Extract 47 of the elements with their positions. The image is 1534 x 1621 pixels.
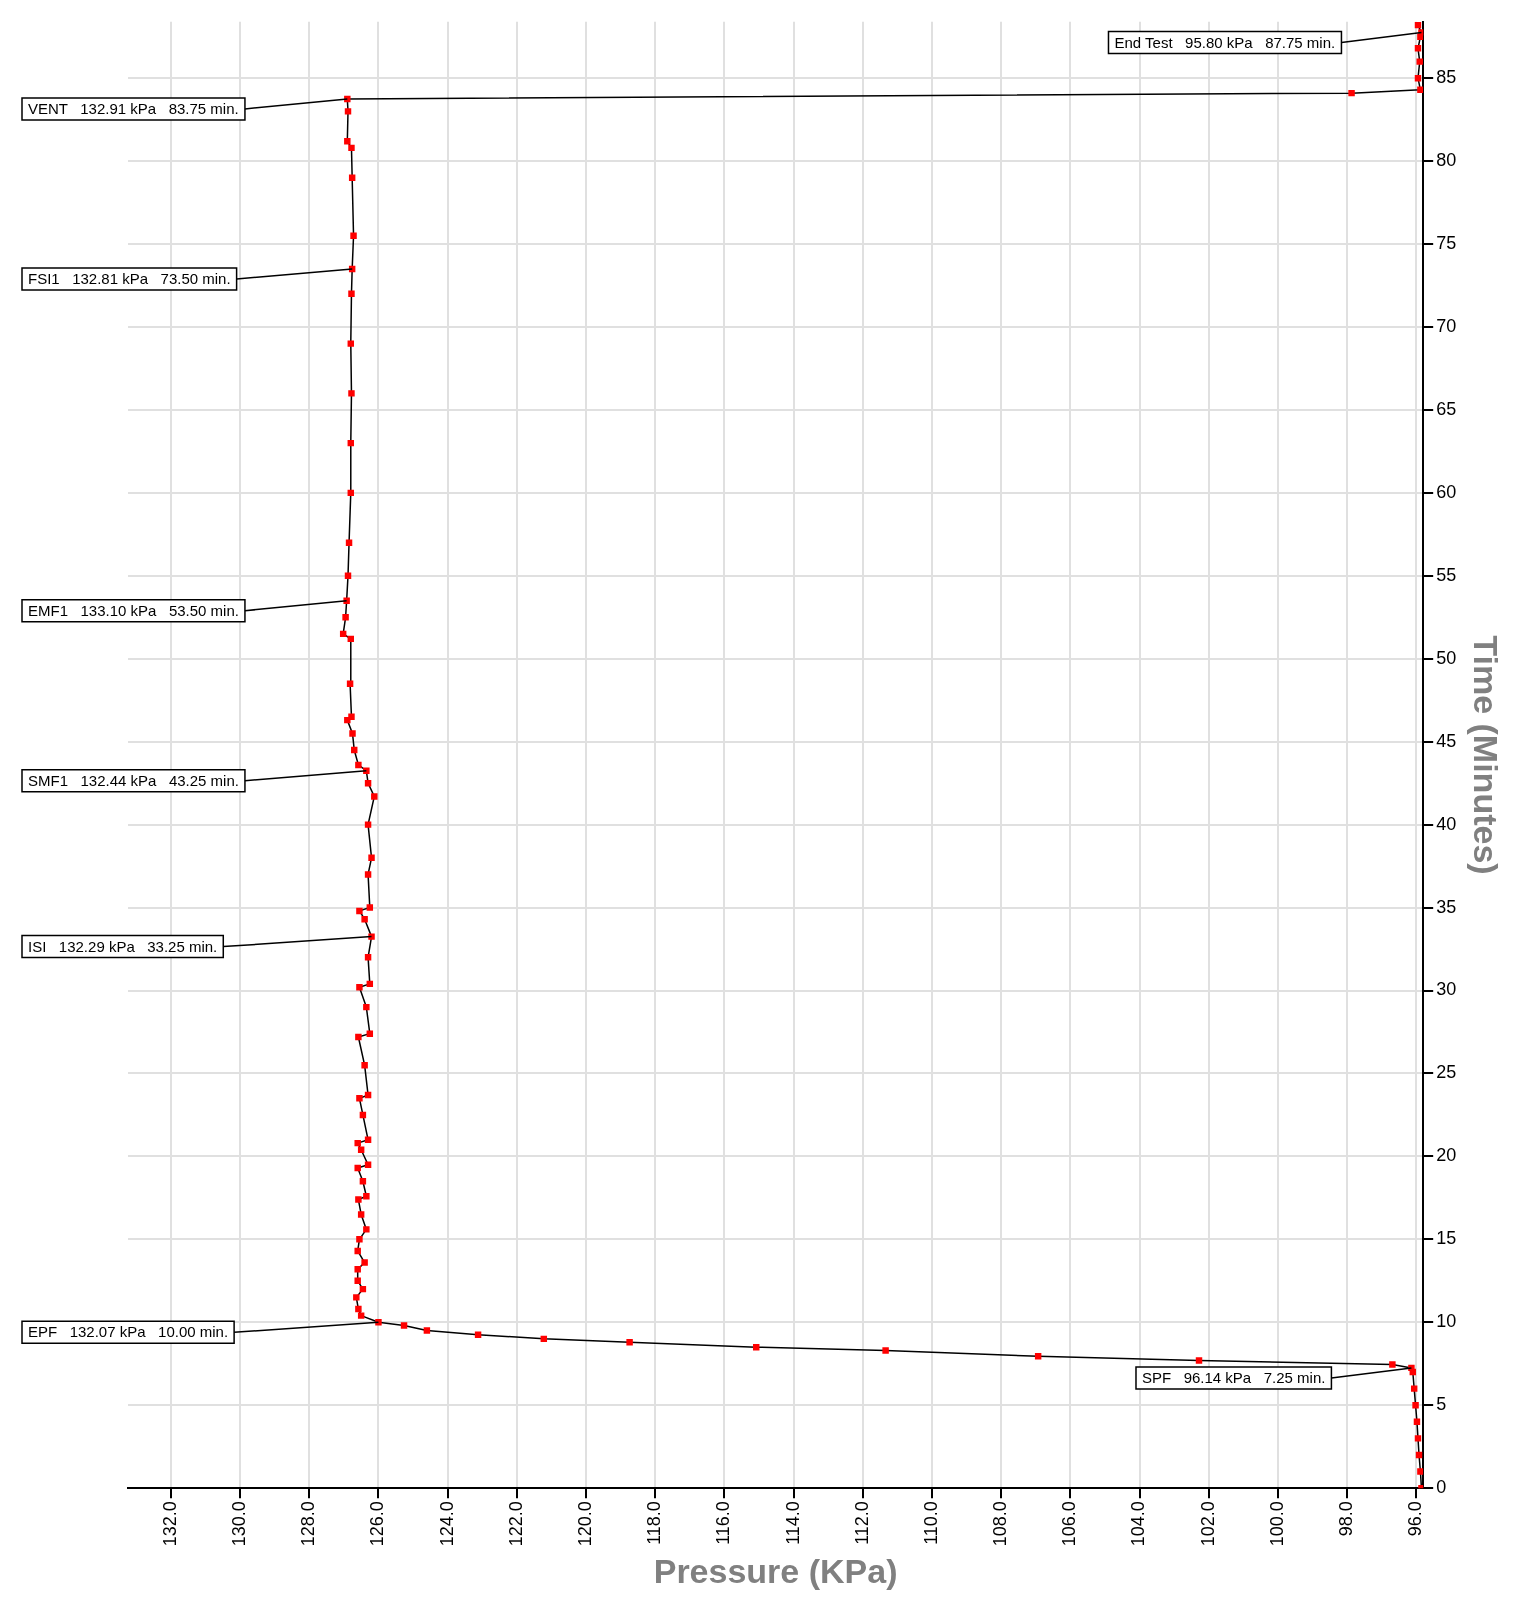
annotation: End Test 95.80 kPa 87.75 min. [1114,33,1336,51]
x-tick-label: 102.0 [1197,1501,1218,1547]
y-tick-label: 30 [1436,979,1457,1000]
x-tick-label: 100.0 [1266,1501,1287,1547]
x-tick-label: 120.0 [574,1501,595,1547]
x-tick-label: 108.0 [990,1501,1011,1547]
y-tick-label: 65 [1436,398,1457,419]
x-tick-label: 96.0 [1405,1501,1426,1537]
y-tick-label: 25 [1436,1062,1457,1083]
y-tick-label: 60 [1436,481,1457,502]
annotation: SMF1 132.44 kPa 43.25 min. [28,771,239,789]
y-tick-label: 80 [1436,150,1457,171]
annotation: ISI 132.29 kPa 33.25 min. [28,937,218,955]
x-tick-label: 118.0 [644,1501,665,1545]
annotation: VENT 132.91 kPa 83.75 min. [28,100,239,118]
annotation: EMF1 133.10 kPa 53.50 min. [28,601,239,619]
y-tick-label: 20 [1436,1145,1457,1166]
x-tick-label: 122.0 [505,1501,526,1547]
y-tick-label: 40 [1436,813,1457,834]
x-tick-label: 112.0 [851,1501,872,1545]
x-tick-label: 130.0 [229,1501,250,1547]
x-tick-label: 106.0 [1059,1501,1080,1547]
y-tick-label: 50 [1436,647,1457,668]
x-tick-label: 124.0 [436,1501,457,1547]
x-tick-label: 114.0 [782,1501,803,1545]
x-tick-label: 116.0 [713,1501,734,1545]
x-axis-title: Pressure (KPa) [653,1551,898,1590]
y-tick-label: 10 [1436,1311,1457,1332]
annotation: EPF 132.07 kPa 10.00 min. [28,1323,229,1341]
x-tick-label: 132.0 [159,1501,180,1547]
y-tick-label: 70 [1436,315,1457,336]
y-tick-label: 35 [1436,896,1457,917]
x-tick-label: 110.0 [920,1501,941,1545]
y-tick-label: 85 [1436,67,1457,88]
y-tick-label: 0 [1436,1477,1447,1498]
y-tick-label: 55 [1436,564,1457,585]
y-tick-label: 15 [1436,1228,1457,1249]
x-tick-label: 126.0 [367,1501,388,1547]
annotation: SPF 96.14 kPa 7.25 min. [1141,1369,1326,1387]
y-tick-label: 75 [1436,233,1457,254]
x-tick-label: 128.0 [298,1501,319,1547]
x-tick-label: 98.0 [1336,1501,1357,1537]
annotation: FSI1 132.81 kPa 73.50 min. [28,270,231,288]
x-tick-label: 104.0 [1128,1501,1149,1547]
y-tick-label: 45 [1436,730,1457,751]
y-axis-title: Time (Minutes) [1467,635,1506,875]
y-tick-label: 5 [1436,1394,1447,1415]
